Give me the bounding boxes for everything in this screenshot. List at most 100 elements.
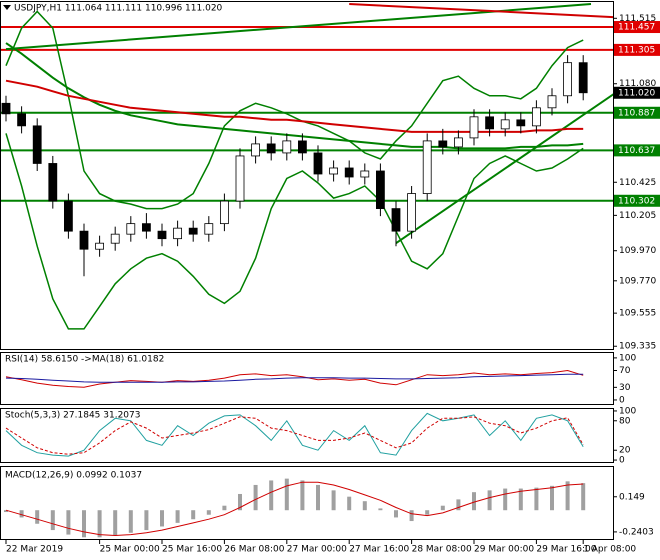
candle-body (219, 200, 229, 225)
histogram-bar (534, 487, 539, 511)
x-tick-label: 27 Mar 00:00 (287, 545, 347, 555)
histogram-bar (331, 490, 336, 511)
x-tick-label: 25 Mar 16:00 (162, 545, 222, 555)
histogram-bar (191, 510, 196, 520)
x-tick-label: 26 Mar 08:00 (224, 545, 284, 555)
histogram-bar (19, 510, 24, 518)
candle-body (453, 137, 463, 148)
candle-body (266, 143, 276, 154)
histogram-bar (503, 488, 508, 511)
y-tick-label: 70 (619, 366, 631, 376)
panel-frame (0, 466, 614, 540)
histogram-bar (238, 493, 242, 511)
y-tick-label: 109.770 (619, 276, 656, 286)
candle-body (360, 170, 370, 178)
candle-body (32, 125, 42, 164)
candle-body (500, 119, 510, 130)
histogram-bar (378, 508, 383, 511)
histogram-bar (362, 501, 367, 511)
histogram-bar (82, 510, 86, 538)
histogram-bar (160, 510, 164, 527)
candle-body (375, 170, 385, 209)
x-tick-label: 29 Mar 00:00 (474, 545, 534, 555)
candle-body (563, 62, 572, 97)
level-label-box (614, 144, 660, 157)
histogram-bar (472, 492, 476, 511)
panel-1 (5, 369, 584, 388)
level-label-box (614, 21, 660, 34)
level-label: 111.457 (618, 23, 655, 33)
candle-body (547, 95, 557, 109)
y-tick-label: 0 (619, 395, 625, 405)
candle-body (344, 167, 354, 178)
x-tick-label: 27 Mar 16:00 (349, 545, 409, 555)
histogram-bar (394, 510, 398, 518)
y-tick-label: 30 (619, 383, 631, 393)
candle-body (1, 102, 11, 115)
histogram-bar (269, 480, 274, 511)
candle-body (438, 140, 448, 148)
y-tick-label: 109.555 (619, 309, 656, 319)
histogram-bar (300, 480, 305, 511)
candle-body (235, 155, 245, 202)
candle-body (64, 200, 73, 232)
histogram-bar (144, 510, 149, 531)
histogram-bar (316, 484, 320, 511)
candle-body (297, 140, 307, 154)
panel-2 (5, 412, 584, 457)
x-tick-label: 22 Mar 2019 (6, 545, 63, 555)
y-tick-label: 0.149 (619, 492, 645, 502)
level-label-box (614, 106, 660, 119)
level-label: 110.637 (618, 146, 655, 156)
histogram-bar (518, 488, 523, 511)
y-tick-label: 111.515 (619, 14, 656, 24)
candle-body (157, 230, 167, 240)
candle-body (313, 152, 323, 175)
indicator-title: RSI(14) 58.6150 ->MA(18) 61.0182 (5, 355, 164, 365)
candle-body (48, 163, 58, 202)
histogram-bar (35, 510, 40, 524)
histogram-bar (175, 510, 180, 523)
y-tick-label: 111.080 (619, 79, 656, 89)
candle-body (173, 227, 183, 240)
y-tick-label: -0.2403 (619, 527, 654, 537)
candle-body (532, 107, 541, 127)
candle-body (17, 113, 27, 127)
y-tick-label: 110.205 (619, 211, 656, 221)
histogram-bar (487, 490, 492, 511)
candle-body (329, 167, 339, 175)
histogram-bar (253, 484, 258, 511)
y-tick-label: 100 (619, 353, 636, 363)
histogram-bar (97, 510, 102, 538)
x-tick-label: 1 Apr 08:00 (583, 545, 636, 555)
histogram-bar (440, 505, 445, 511)
x-tick-label: 25 Mar 00:00 (100, 545, 160, 555)
panel-frame (0, 408, 614, 463)
y-tick-label: 80 (619, 416, 631, 426)
histogram-bar (222, 505, 227, 511)
indicator-title: Stoch(5,3,3) 27.1845 31.2073 (5, 411, 140, 421)
y-tick-label: 109.335 (619, 342, 656, 352)
panel-0 (0, 3, 613, 330)
level-label: 110.887 (618, 108, 655, 118)
candle-body (422, 140, 432, 194)
histogram-bar (565, 481, 570, 511)
panel-3 (4, 478, 586, 538)
indicator-title: MACD(12,26,9) 0.0992 0.1037 (5, 471, 142, 481)
histogram-bar (128, 510, 133, 533)
y-tick-label: 20 (619, 446, 631, 456)
price-label-box (614, 86, 660, 99)
candle-body (391, 208, 401, 232)
y-tick-label: 109.970 (619, 246, 656, 256)
y-tick-label: 100 (619, 406, 636, 416)
histogram-bar (206, 510, 211, 515)
candle-body (204, 223, 214, 235)
candle-body (485, 116, 495, 130)
symbol-icon (3, 5, 11, 10)
indicator-line (5, 373, 584, 383)
level-label: 110.302 (618, 196, 655, 206)
histogram-bar (113, 510, 118, 536)
level-label-box (614, 194, 660, 207)
histogram-bar (456, 499, 461, 511)
candle-body (141, 223, 151, 232)
